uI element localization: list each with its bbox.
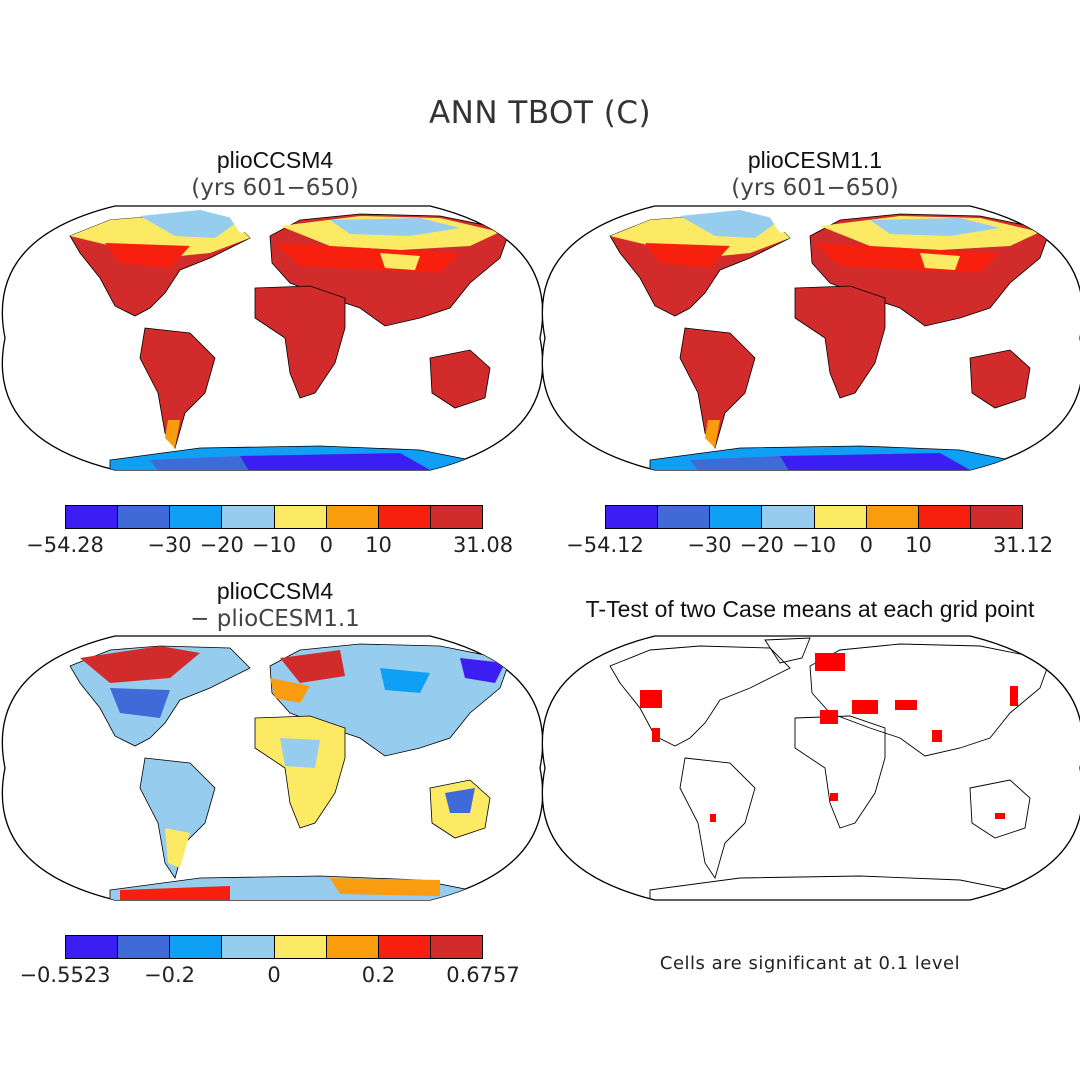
panel-1-subtitle: (yrs 601−650) bbox=[191, 175, 359, 201]
australia-land bbox=[429, 349, 491, 409]
colorbar-segment bbox=[222, 936, 275, 958]
africa-land bbox=[254, 285, 346, 399]
colorbar-segment bbox=[118, 936, 171, 958]
colorbar-panel-1 bbox=[65, 505, 483, 529]
figure-title: ANN TBOT (C) bbox=[428, 95, 652, 131]
panel-3-subtitle: − plioCESM1.1 bbox=[190, 606, 360, 632]
south-america-land bbox=[139, 327, 216, 449]
significance-cells bbox=[640, 653, 1018, 822]
colorbar-tick-label: −10 bbox=[251, 533, 297, 557]
colorbar-segment bbox=[918, 506, 971, 528]
colorbar-segment bbox=[274, 506, 327, 528]
colorbar-panel-3 bbox=[65, 935, 483, 959]
significance-note: Cells are significant at 0.1 level bbox=[659, 953, 961, 974]
colorbar-tick-label: −20 bbox=[739, 533, 784, 557]
colorbar-segment bbox=[430, 936, 482, 958]
colorbar-tick-label: 0 bbox=[267, 963, 281, 987]
colorbar-tick-label: 0 bbox=[859, 533, 873, 557]
panel-4-title: T-Test of two Case means at each grid po… bbox=[585, 596, 1035, 622]
map-panel-2 bbox=[541, 205, 1080, 471]
colorbar-segment bbox=[66, 936, 119, 958]
colorbar-segment bbox=[326, 936, 379, 958]
panel-1-title: plioCCSM4 bbox=[216, 147, 334, 173]
colorbar-segment bbox=[710, 506, 763, 528]
colorbar-labels-panel-2: −54.12 −30 −20 −10 0 10 31.12 bbox=[566, 533, 1053, 559]
colorbar-segment bbox=[658, 506, 711, 528]
panel-2-title: plioCESM1.1 bbox=[747, 147, 883, 173]
colorbar-segment bbox=[814, 506, 867, 528]
map-panel-4 bbox=[541, 635, 1080, 901]
panel-2-subtitle: (yrs 601−650) bbox=[731, 175, 899, 201]
colorbar-tick-label: 0.6757 bbox=[446, 963, 520, 987]
colorbar-panel-2 bbox=[605, 505, 1023, 529]
colorbar-tick-label: −54.28 bbox=[26, 533, 104, 557]
colorbar-segment bbox=[118, 506, 171, 528]
colorbar-tick-label: −54.12 bbox=[566, 533, 644, 557]
colorbar-tick-label: 10 bbox=[365, 533, 392, 557]
colorbar-tick-label: 31.08 bbox=[452, 533, 514, 557]
colorbar-segment bbox=[326, 506, 379, 528]
colorbar-tick-label: −0.2 bbox=[144, 963, 195, 987]
colorbar-segment bbox=[274, 936, 327, 958]
colorbar-tick-label: −20 bbox=[199, 533, 244, 557]
colorbar-labels-panel-3: −0.5523 −0.2 0 0.2 0.6757 bbox=[19, 963, 519, 989]
colorbar-segment bbox=[866, 506, 919, 528]
colorbar-tick-label: 31.12 bbox=[992, 533, 1054, 557]
panel-3-title: plioCCSM4 bbox=[216, 578, 334, 604]
colorbar-tick-label: −0.5523 bbox=[19, 963, 111, 987]
colorbar-tick-label: 0.2 bbox=[361, 963, 396, 987]
colorbar-segment bbox=[970, 506, 1022, 528]
map-panel-1 bbox=[1, 205, 544, 471]
colorbar-segment bbox=[170, 506, 223, 528]
colorbar-segment bbox=[378, 506, 431, 528]
colorbar-segment bbox=[606, 506, 659, 528]
colorbar-tick-label: 0 bbox=[319, 533, 333, 557]
colorbar-segment bbox=[762, 506, 815, 528]
colorbar-labels-panel-1: −54.28 −30 −20 −10 0 10 31.08 bbox=[26, 533, 513, 559]
colorbar-tick-label: −30 bbox=[687, 533, 732, 557]
colorbar-tick-label: −10 bbox=[791, 533, 837, 557]
map-panel-3 bbox=[1, 635, 544, 901]
colorbar-segment bbox=[378, 936, 431, 958]
colorbar-tick-label: 10 bbox=[905, 533, 932, 557]
colorbar-segment bbox=[430, 506, 482, 528]
colorbar-segment bbox=[66, 506, 119, 528]
colorbar-segment bbox=[222, 506, 275, 528]
colorbar-tick-label: −30 bbox=[147, 533, 192, 557]
colorbar-segment bbox=[170, 936, 223, 958]
